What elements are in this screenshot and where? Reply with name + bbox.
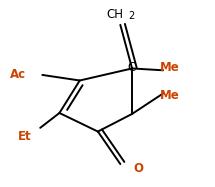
Text: Me: Me [160, 61, 180, 74]
Text: 2: 2 [128, 10, 134, 21]
Text: C: C [128, 61, 136, 74]
Text: Ac: Ac [10, 68, 26, 82]
Text: Et: Et [18, 130, 31, 143]
Text: O: O [133, 162, 143, 175]
Text: Me: Me [160, 89, 180, 102]
Text: CH: CH [106, 8, 123, 21]
